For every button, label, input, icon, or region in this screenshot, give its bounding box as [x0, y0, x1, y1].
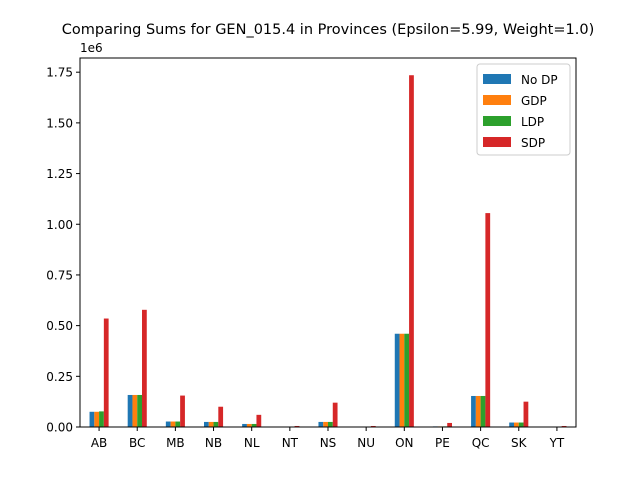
bar-gdp-qc	[475, 395, 481, 427]
bar-sdp-nl	[256, 414, 262, 427]
chart-title: Comparing Sums for GEN_015.4 in Province…	[62, 22, 594, 38]
bar-no-dp-nl	[242, 423, 247, 427]
bar-sdp-on	[409, 75, 414, 427]
x-tick-label: NL	[244, 436, 260, 450]
legend-label: GDP	[521, 94, 547, 108]
x-tick-label: BC	[129, 436, 145, 450]
bar-ldp-nb	[213, 421, 219, 427]
bar-ldp-mb	[175, 421, 181, 427]
y-tick-label: 1.75	[46, 66, 73, 80]
legend-swatch	[483, 95, 511, 105]
bars-group	[89, 75, 567, 427]
x-tick-label: PE	[435, 436, 450, 450]
x-tick-label: ON	[395, 436, 413, 450]
bar-ldp-qc	[480, 395, 486, 427]
bar-sdp-qc	[485, 213, 491, 427]
legend-label: No DP	[521, 73, 558, 87]
x-tick-label: AB	[91, 436, 107, 450]
bar-ldp-ab	[99, 411, 104, 427]
x-tick-label: MB	[166, 436, 185, 450]
bar-sdp-bc	[142, 309, 147, 427]
bar-ldp-sk	[518, 422, 524, 427]
axes-group: 0.00 0.25 0.50 0.75 1.00 1.25 1.50 1.75 AB BC MB NB…	[46, 57, 577, 450]
bar-no-dp-mb	[165, 421, 171, 427]
bar-no-dp-sk	[509, 422, 514, 427]
bar-gdp-ns	[323, 421, 328, 427]
y-tick-label: 1.00	[46, 218, 73, 232]
bar-no-dp-qc	[471, 395, 476, 427]
y-tick-label: 1.50	[46, 116, 73, 130]
bar-sdp-ab	[103, 318, 109, 427]
bar-ldp-bc	[137, 394, 142, 427]
legend-box	[476, 63, 571, 156]
bar-sdp-sk	[523, 401, 529, 427]
y-tick-label: 0.75	[46, 268, 73, 282]
legend-swatch	[483, 116, 511, 126]
bar-ldp-nl	[251, 423, 257, 427]
legend-swatch	[483, 137, 511, 147]
x-tick-label: NB	[205, 436, 222, 450]
legend-label: LDP	[521, 115, 544, 129]
bar-gdp-nb	[208, 421, 214, 427]
x-tick-label: NS	[320, 436, 337, 450]
bar-sdp-nb	[218, 406, 224, 427]
y-tick-label: 1.25	[46, 167, 73, 181]
x-tick-label: NT	[282, 436, 299, 450]
y-tick-label: 0.50	[46, 319, 73, 333]
bar-sdp-pe	[447, 422, 452, 427]
bar-no-dp-bc	[127, 394, 133, 427]
bar-sdp-yt	[561, 425, 567, 427]
y-tick-label: 0.00	[46, 421, 73, 435]
bar-sdp-nt	[294, 425, 300, 427]
legend-label: SDP	[521, 136, 545, 150]
bar-no-dp-on	[394, 333, 400, 427]
bar-sdp-mb	[180, 395, 185, 427]
bar-ldp-ns	[328, 421, 333, 427]
legend-swatch	[483, 74, 511, 84]
x-tick-label: SK	[511, 436, 528, 450]
bar-gdp-on	[399, 333, 405, 427]
bar-no-dp-ab	[89, 411, 95, 427]
bar-ldp-on	[404, 333, 410, 427]
bar-gdp-ab	[94, 411, 100, 427]
bar-sdp-nu	[370, 425, 376, 427]
bar-gdp-bc	[132, 394, 138, 427]
y-tick-label: 0.25	[46, 370, 73, 384]
bar-no-dp-nb	[204, 421, 209, 427]
x-tick-label: QC	[472, 436, 490, 450]
bar-gdp-mb	[170, 421, 176, 427]
legend: No DP GDP LDP SDP	[476, 63, 571, 156]
bar-gdp-sk	[514, 422, 519, 427]
x-tick-label: YT	[549, 436, 565, 450]
bar-sdp-ns	[332, 402, 338, 427]
y-axis-offset-label: 1e6	[80, 41, 103, 55]
bar-gdp-nl	[246, 423, 252, 427]
bar-no-dp-ns	[318, 421, 324, 427]
x-tick-label: NU	[357, 436, 375, 450]
